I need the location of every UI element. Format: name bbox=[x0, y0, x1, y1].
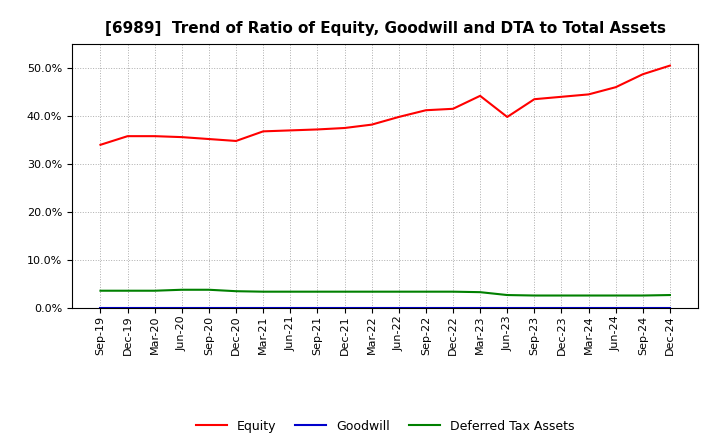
Deferred Tax Assets bbox=[367, 289, 376, 294]
Equity bbox=[421, 108, 430, 113]
Goodwill bbox=[150, 305, 159, 311]
Goodwill bbox=[449, 305, 457, 311]
Goodwill bbox=[286, 305, 294, 311]
Deferred Tax Assets bbox=[530, 293, 539, 298]
Goodwill bbox=[584, 305, 593, 311]
Goodwill bbox=[96, 305, 105, 311]
Goodwill bbox=[259, 305, 268, 311]
Goodwill bbox=[421, 305, 430, 311]
Deferred Tax Assets bbox=[232, 289, 240, 294]
Goodwill bbox=[476, 305, 485, 311]
Goodwill bbox=[341, 305, 349, 311]
Deferred Tax Assets bbox=[395, 289, 403, 294]
Equity bbox=[449, 106, 457, 111]
Equity bbox=[503, 114, 511, 120]
Deferred Tax Assets bbox=[557, 293, 566, 298]
Deferred Tax Assets bbox=[503, 293, 511, 298]
Deferred Tax Assets bbox=[476, 290, 485, 295]
Title: [6989]  Trend of Ratio of Equity, Goodwill and DTA to Total Assets: [6989] Trend of Ratio of Equity, Goodwil… bbox=[104, 21, 666, 36]
Goodwill bbox=[123, 305, 132, 311]
Deferred Tax Assets bbox=[611, 293, 620, 298]
Deferred Tax Assets bbox=[449, 289, 457, 294]
Equity bbox=[313, 127, 322, 132]
Equity bbox=[476, 93, 485, 99]
Deferred Tax Assets bbox=[259, 289, 268, 294]
Deferred Tax Assets bbox=[639, 293, 647, 298]
Equity bbox=[96, 142, 105, 147]
Goodwill bbox=[367, 305, 376, 311]
Line: Deferred Tax Assets: Deferred Tax Assets bbox=[101, 290, 670, 296]
Goodwill bbox=[611, 305, 620, 311]
Equity bbox=[341, 125, 349, 131]
Equity bbox=[286, 128, 294, 133]
Goodwill bbox=[503, 305, 511, 311]
Deferred Tax Assets bbox=[204, 287, 213, 293]
Goodwill bbox=[313, 305, 322, 311]
Equity bbox=[259, 129, 268, 134]
Equity bbox=[123, 133, 132, 139]
Equity bbox=[204, 136, 213, 142]
Legend: Equity, Goodwill, Deferred Tax Assets: Equity, Goodwill, Deferred Tax Assets bbox=[191, 414, 580, 437]
Deferred Tax Assets bbox=[584, 293, 593, 298]
Equity bbox=[178, 135, 186, 140]
Goodwill bbox=[178, 305, 186, 311]
Line: Equity: Equity bbox=[101, 66, 670, 145]
Deferred Tax Assets bbox=[123, 288, 132, 293]
Goodwill bbox=[204, 305, 213, 311]
Equity bbox=[232, 138, 240, 143]
Deferred Tax Assets bbox=[313, 289, 322, 294]
Goodwill bbox=[232, 305, 240, 311]
Deferred Tax Assets bbox=[178, 287, 186, 293]
Equity bbox=[665, 63, 674, 68]
Equity bbox=[395, 114, 403, 120]
Deferred Tax Assets bbox=[665, 293, 674, 298]
Goodwill bbox=[665, 305, 674, 311]
Equity bbox=[611, 84, 620, 90]
Goodwill bbox=[557, 305, 566, 311]
Equity bbox=[639, 72, 647, 77]
Goodwill bbox=[395, 305, 403, 311]
Deferred Tax Assets bbox=[286, 289, 294, 294]
Equity bbox=[557, 94, 566, 99]
Deferred Tax Assets bbox=[421, 289, 430, 294]
Deferred Tax Assets bbox=[96, 288, 105, 293]
Goodwill bbox=[530, 305, 539, 311]
Equity bbox=[367, 122, 376, 127]
Equity bbox=[584, 92, 593, 97]
Goodwill bbox=[639, 305, 647, 311]
Equity bbox=[530, 96, 539, 102]
Deferred Tax Assets bbox=[150, 288, 159, 293]
Deferred Tax Assets bbox=[341, 289, 349, 294]
Equity bbox=[150, 133, 159, 139]
